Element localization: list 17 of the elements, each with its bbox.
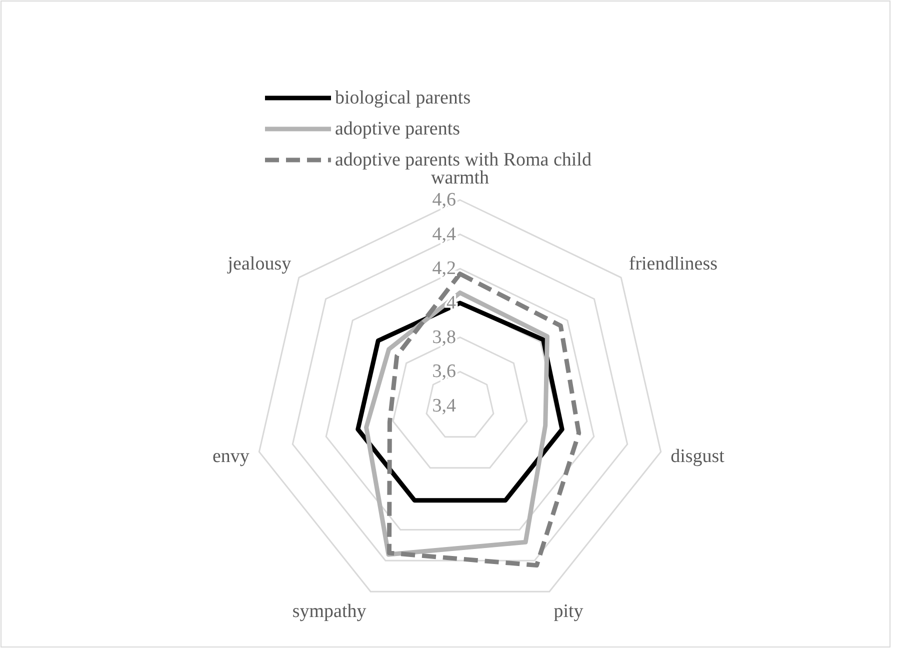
spoke-label: sympathy (292, 600, 367, 622)
spoke-label: disgust (670, 446, 726, 468)
y-tick-label: 3,8 (432, 326, 456, 348)
y-tick-label: 4 (446, 292, 456, 314)
y-tick-label: 4,4 (432, 224, 456, 245)
legend-label: adoptive parents (335, 118, 460, 140)
y-tick-label: 3,6 (432, 361, 456, 382)
spoke-label: warmth (430, 168, 490, 188)
y-tick-label: 4,2 (432, 258, 456, 280)
y-tick-label: 3,4 (432, 396, 456, 416)
spoke-label: jealousy (226, 253, 292, 274)
y-tick-label: 4,6 (432, 190, 456, 210)
spoke-label: pity (554, 600, 584, 622)
spoke-label: envy (212, 446, 250, 468)
spoke-label: friendliness (628, 253, 718, 274)
legend-label: adoptive parents with Roma child (335, 150, 592, 170)
legend-label: biological parents (335, 88, 471, 108)
